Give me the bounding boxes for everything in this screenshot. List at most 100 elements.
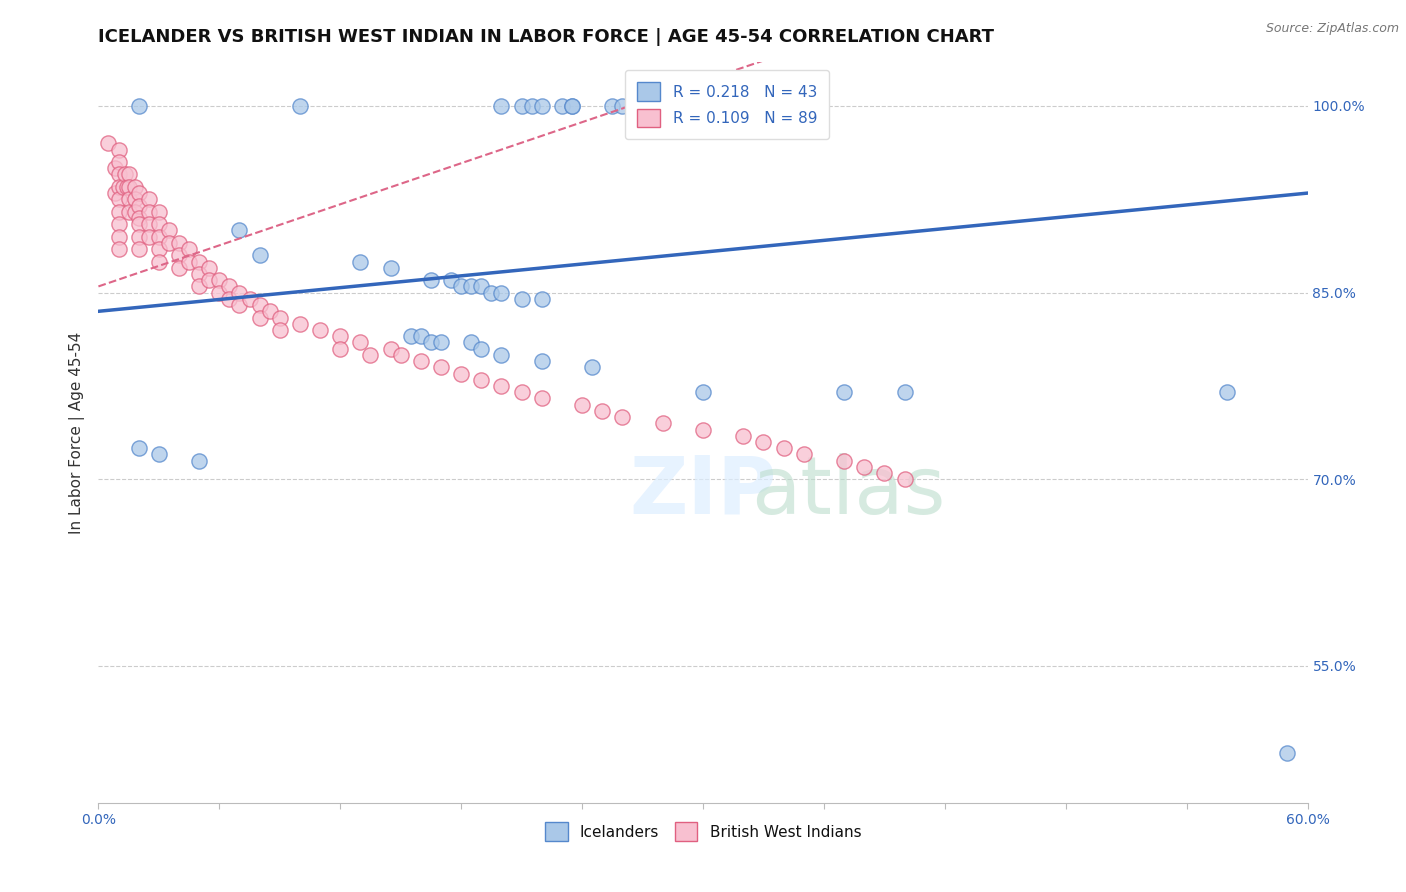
Legend: Icelanders, British West Indians: Icelanders, British West Indians <box>538 816 868 847</box>
Point <box>259 304 281 318</box>
Point <box>551 99 574 113</box>
Point <box>450 279 472 293</box>
Point <box>288 317 311 331</box>
Point <box>138 229 160 244</box>
Point <box>491 99 513 113</box>
Point <box>114 168 136 182</box>
Point <box>440 273 463 287</box>
Point <box>188 254 211 268</box>
Point <box>380 260 402 275</box>
Point <box>148 254 170 268</box>
Point <box>420 273 443 287</box>
Point <box>692 385 714 400</box>
Point <box>1216 385 1239 400</box>
Point <box>249 310 271 325</box>
Point <box>832 385 855 400</box>
Point <box>107 155 129 169</box>
Point <box>111 179 134 194</box>
Point <box>128 198 150 212</box>
Point <box>288 99 311 113</box>
Text: atlas: atlas <box>751 453 945 531</box>
Point <box>148 447 170 461</box>
Point <box>692 423 714 437</box>
Point <box>208 273 231 287</box>
Point <box>491 285 513 300</box>
Point <box>581 360 603 375</box>
Point <box>128 99 150 113</box>
Point <box>128 211 150 225</box>
Point <box>561 99 583 113</box>
Point <box>571 398 593 412</box>
Point <box>481 285 503 300</box>
Point <box>269 323 291 337</box>
Point <box>118 168 141 182</box>
Point <box>157 223 180 237</box>
Point <box>530 99 553 113</box>
Point <box>103 186 125 200</box>
Point <box>389 348 412 362</box>
Point <box>188 453 211 467</box>
Point <box>329 329 352 343</box>
Point <box>167 248 190 262</box>
Point <box>228 285 250 300</box>
Point <box>793 447 815 461</box>
Point <box>772 441 794 455</box>
Point <box>752 434 775 449</box>
Point <box>97 136 120 151</box>
Point <box>470 279 492 293</box>
Point <box>188 279 211 293</box>
Point <box>460 279 482 293</box>
Point <box>128 229 150 244</box>
Point <box>360 348 382 362</box>
Point <box>530 354 553 368</box>
Point <box>239 292 262 306</box>
Point <box>128 217 150 231</box>
Point <box>893 385 915 400</box>
Point <box>198 273 221 287</box>
Point <box>733 428 755 442</box>
Point <box>148 242 170 256</box>
Point <box>1277 746 1299 760</box>
Point <box>138 217 160 231</box>
Point <box>107 217 129 231</box>
Point <box>115 179 138 194</box>
Point <box>591 404 613 418</box>
Point <box>430 360 453 375</box>
Point <box>107 204 129 219</box>
Point <box>530 392 553 406</box>
Point <box>198 260 221 275</box>
Point <box>249 248 271 262</box>
Point <box>128 186 150 200</box>
Point <box>510 292 533 306</box>
Point <box>128 242 150 256</box>
Text: ZIP: ZIP <box>630 453 776 531</box>
Point <box>329 342 352 356</box>
Point <box>124 179 146 194</box>
Point <box>309 323 332 337</box>
Point <box>107 143 129 157</box>
Point <box>107 179 129 194</box>
Point <box>179 242 201 256</box>
Point <box>138 192 160 206</box>
Point <box>148 229 170 244</box>
Point <box>218 279 240 293</box>
Point <box>269 310 291 325</box>
Point <box>651 417 673 431</box>
Point <box>218 292 240 306</box>
Point <box>470 373 492 387</box>
Point <box>409 329 432 343</box>
Point <box>103 161 125 176</box>
Point <box>208 285 231 300</box>
Point <box>148 204 170 219</box>
Point <box>491 379 513 393</box>
Point <box>349 335 371 350</box>
Point <box>491 348 513 362</box>
Point <box>128 441 150 455</box>
Point <box>561 99 583 113</box>
Point <box>602 99 624 113</box>
Point <box>510 99 533 113</box>
Point <box>893 472 915 486</box>
Point <box>107 229 129 244</box>
Point <box>832 453 855 467</box>
Point <box>420 335 443 350</box>
